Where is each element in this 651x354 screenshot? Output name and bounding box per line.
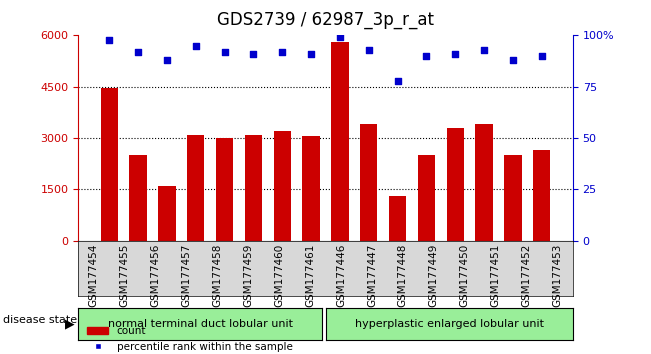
Point [248,51,258,57]
Text: GSM177458: GSM177458 [212,244,222,307]
Point [421,53,432,59]
Point [161,57,172,63]
Text: GSM177449: GSM177449 [429,244,439,307]
Text: GSM177450: GSM177450 [460,244,469,307]
Point [508,57,518,63]
Point [393,78,403,84]
Bar [273,131,291,241]
Point [277,49,288,55]
Text: GSM177447: GSM177447 [367,244,377,307]
Text: disease state: disease state [3,315,77,325]
Point [363,47,374,53]
Text: GSM177461: GSM177461 [305,244,315,307]
Bar [447,128,464,241]
Text: GSM177452: GSM177452 [521,244,531,307]
Text: GSM177457: GSM177457 [182,244,191,307]
Bar [389,196,406,241]
Bar [418,155,435,241]
Bar [158,186,176,241]
Point [450,51,460,57]
Bar [505,155,521,241]
Bar [216,138,233,241]
Text: GSM177451: GSM177451 [491,244,501,307]
Bar [101,88,118,241]
Text: normal terminal duct lobular unit: normal terminal duct lobular unit [107,319,293,329]
Legend: count, percentile rank within the sample: count, percentile rank within the sample [83,322,297,354]
Text: GDS2739 / 62987_3p_r_at: GDS2739 / 62987_3p_r_at [217,11,434,29]
Bar [187,135,204,241]
Point [536,53,547,59]
Text: ▶: ▶ [65,318,75,330]
Text: GSM177459: GSM177459 [243,244,253,307]
Bar [533,150,550,241]
Text: GSM177446: GSM177446 [336,244,346,307]
Bar [331,42,348,241]
Bar [360,124,378,241]
Bar [303,136,320,241]
Bar [245,135,262,241]
Point [479,47,490,53]
Text: GSM177460: GSM177460 [274,244,284,307]
Point [335,35,345,40]
Point [306,51,316,57]
Point [219,49,230,55]
Text: GSM177455: GSM177455 [120,244,130,307]
Text: GSM177453: GSM177453 [553,244,562,307]
Bar [475,124,493,241]
Text: GSM177448: GSM177448 [398,244,408,307]
Text: GSM177454: GSM177454 [89,244,98,307]
Text: GSM177456: GSM177456 [150,244,160,307]
Bar [130,155,146,241]
Point [104,37,115,42]
Text: hyperplastic enlarged lobular unit: hyperplastic enlarged lobular unit [355,319,544,329]
Point [191,43,201,48]
Point [133,49,143,55]
